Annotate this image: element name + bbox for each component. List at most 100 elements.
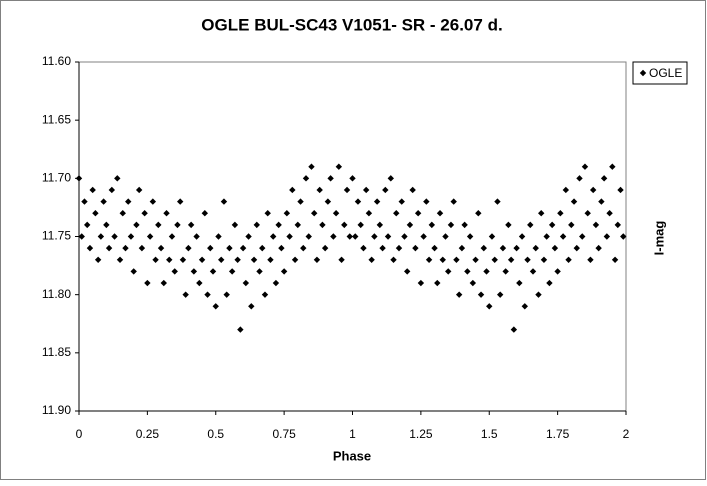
data-point <box>584 210 591 217</box>
data-point <box>352 233 359 240</box>
data-point <box>278 244 285 252</box>
data-point <box>455 291 463 298</box>
data-point <box>157 244 165 252</box>
y-tick-label: 11.75 <box>42 229 71 243</box>
data-point <box>108 186 116 194</box>
data-point <box>568 221 575 229</box>
data-point <box>242 279 250 287</box>
y-axis-label: I-mag <box>651 221 666 256</box>
data-point <box>168 233 176 240</box>
data-point <box>193 233 200 240</box>
data-point <box>532 244 539 252</box>
data-point <box>576 175 583 182</box>
data-point <box>581 163 589 170</box>
data-point <box>141 210 148 217</box>
data-point <box>404 268 411 275</box>
data-point <box>491 256 498 263</box>
data-point <box>212 303 219 310</box>
data-point <box>401 233 408 240</box>
data-point <box>97 233 105 240</box>
data-point <box>311 210 318 217</box>
data-point <box>223 291 230 298</box>
data-point <box>313 256 321 263</box>
data-point <box>516 279 523 287</box>
data-point <box>518 233 526 240</box>
x-tick-label: 2 <box>623 427 630 441</box>
data-point <box>477 291 485 298</box>
data-point <box>461 221 468 229</box>
data-point <box>239 244 247 252</box>
data-point <box>611 256 619 263</box>
data-point <box>152 256 159 263</box>
data-point <box>559 233 567 240</box>
data-point <box>592 221 600 229</box>
data-point <box>114 175 121 182</box>
data-point <box>393 210 400 217</box>
data-point <box>447 221 455 229</box>
data-point <box>453 256 460 263</box>
data-point <box>237 326 244 333</box>
data-point <box>360 244 367 252</box>
data-point <box>573 244 580 252</box>
data-point <box>535 291 542 298</box>
data-point <box>92 210 99 217</box>
data-point <box>338 256 345 263</box>
data-point <box>579 233 586 240</box>
data-point <box>376 221 384 229</box>
data-point <box>425 256 433 263</box>
data-point <box>198 256 206 263</box>
data-point <box>105 244 113 252</box>
data-point <box>373 198 381 205</box>
x-tick-label: 0 <box>76 427 83 441</box>
data-point <box>275 221 282 229</box>
data-point <box>116 256 124 263</box>
data-point <box>469 279 477 287</box>
data-point <box>557 210 564 217</box>
data-point <box>302 175 310 182</box>
data-point <box>267 256 274 263</box>
data-point <box>289 186 296 194</box>
data-point <box>614 221 621 229</box>
data-point <box>155 221 162 229</box>
data-point <box>510 326 518 333</box>
data-point <box>300 244 307 252</box>
legend-marker <box>639 69 647 77</box>
data-point <box>409 186 416 194</box>
x-tick-label: 1.5 <box>481 427 498 441</box>
data-point <box>527 221 534 229</box>
data-point <box>384 233 392 240</box>
data-point <box>286 233 293 240</box>
data-point <box>538 210 545 217</box>
data-point <box>125 198 132 205</box>
data-point <box>133 221 140 229</box>
data-point <box>316 186 323 194</box>
data-point <box>218 256 225 263</box>
y-tick-label: 11.70 <box>42 171 71 185</box>
data-point <box>327 175 334 182</box>
data-point <box>215 233 222 240</box>
data-point <box>250 256 258 263</box>
data-point <box>341 221 348 229</box>
legend-box <box>632 61 688 85</box>
data-point <box>207 244 214 252</box>
data-point <box>529 268 537 275</box>
data-point <box>587 256 594 263</box>
data-point <box>272 279 280 287</box>
x-tick-label: 0.5 <box>207 427 224 441</box>
data-point <box>234 256 241 263</box>
data-point <box>149 198 157 205</box>
data-point <box>499 244 507 252</box>
data-point <box>362 186 370 194</box>
data-point <box>609 163 616 170</box>
data-point <box>524 256 531 263</box>
data-point <box>458 244 466 252</box>
data-point <box>423 198 430 205</box>
data-point <box>548 221 556 229</box>
data-point <box>439 256 446 263</box>
data-point <box>291 256 299 263</box>
data-point <box>176 198 184 205</box>
data-point <box>565 256 572 263</box>
data-point <box>521 303 529 310</box>
data-point <box>78 233 85 240</box>
data-point <box>103 221 110 229</box>
